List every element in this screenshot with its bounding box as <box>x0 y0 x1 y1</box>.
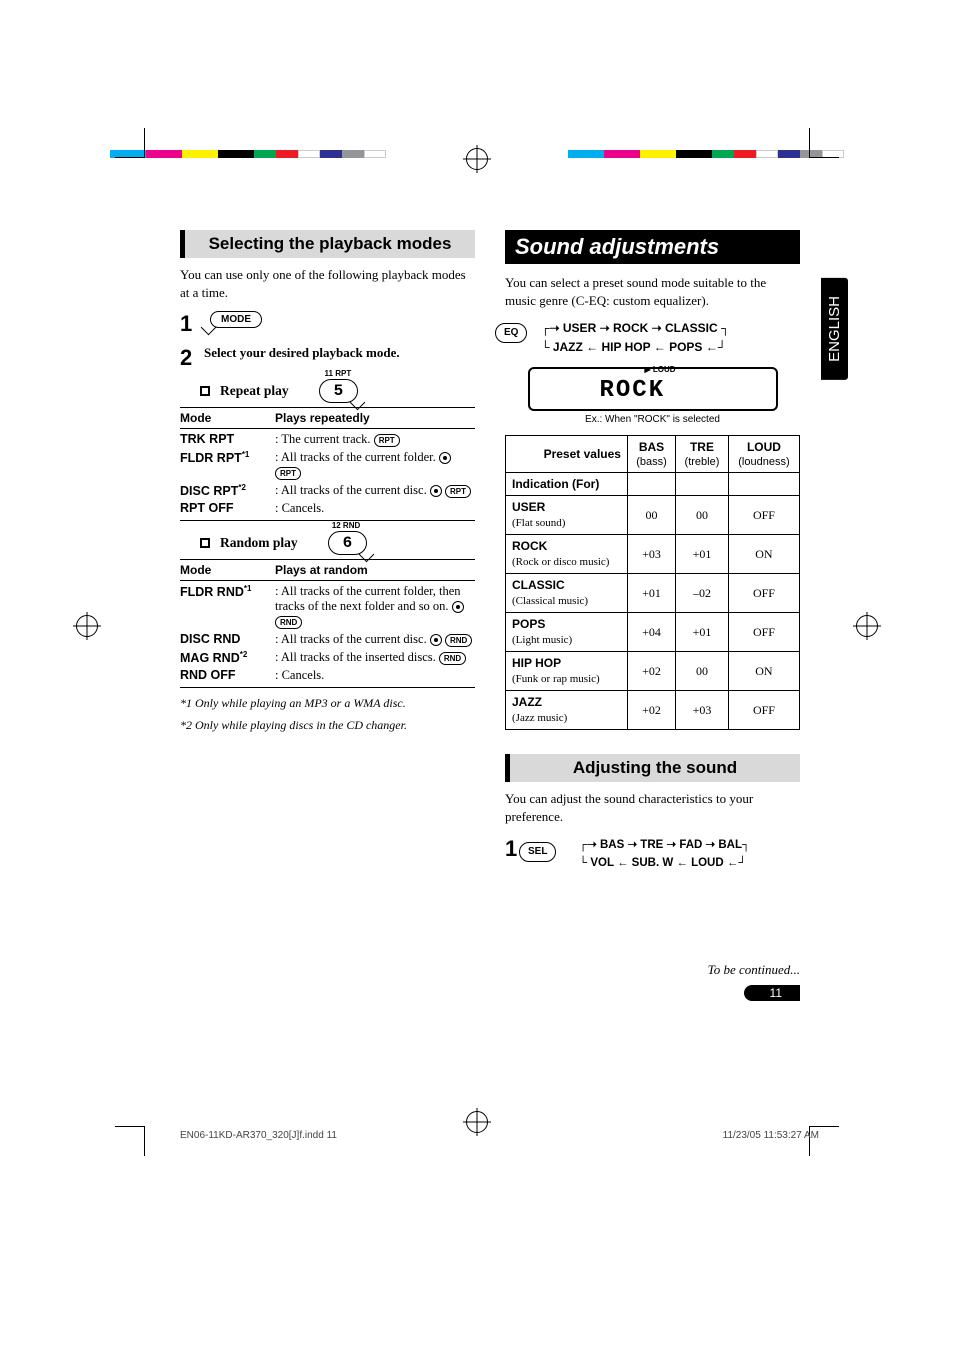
footnote: *1 Only while playing an MP3 or a WMA di… <box>180 696 475 712</box>
table-header: Preset values <box>506 436 628 473</box>
disc-icon <box>430 485 442 497</box>
continued-text: To be continued... <box>505 962 800 978</box>
disc-icon <box>430 634 442 646</box>
table-row: POPS(Light music)+04+01OFF <box>506 613 800 652</box>
table-row: TRK RPT: The current track. RPT <box>180 432 475 447</box>
left-column: Selecting the playback modes You can use… <box>180 230 475 1002</box>
col-header: Plays at random <box>275 560 475 580</box>
eq-button: EQ <box>495 323 527 343</box>
display-caption: Ex.: When "ROCK" is selected <box>505 414 800 425</box>
intro-text: You can select a preset sound mode suita… <box>505 274 800 309</box>
footer-filename: EN06-11KD-AR370_320[J]f.indd 11 <box>180 1130 337 1141</box>
col-header: Plays repeatedly <box>275 408 475 428</box>
registration-mark-icon <box>466 148 488 170</box>
registration-mark-icon <box>856 615 878 637</box>
footnote: *2 Only while playing discs in the CD ch… <box>180 718 475 734</box>
bullet-icon <box>200 386 210 396</box>
col-header: Mode <box>180 560 275 580</box>
table-header: Indication (For) <box>506 473 628 496</box>
sel-button: SEL <box>519 842 556 862</box>
rnd-pill: RND <box>445 634 472 647</box>
page-footer: EN06-11KD-AR370_320[J]f.indd 11 11/23/05… <box>180 1130 819 1141</box>
right-column: Sound adjustments You can select a prese… <box>505 230 800 1002</box>
rpt-pill: RPT <box>445 485 471 498</box>
rnd-pill: RND <box>439 652 466 665</box>
table-row: RPT OFF: Cancels. <box>180 501 475 516</box>
display-text: ROCK <box>600 377 666 404</box>
rpt-pill: RPT <box>275 467 301 480</box>
intro-text: You can use only one of the following pl… <box>180 266 475 301</box>
table-row: FLDR RPT*1: All tracks of the current fo… <box>180 450 475 480</box>
lcd-display-icon: 12 RND 6 <box>328 531 368 555</box>
table-header: TRE(treble) <box>676 436 729 473</box>
table-row: DISC RPT*2: All tracks of the current di… <box>180 483 475 498</box>
crop-corner <box>115 128 145 158</box>
sel-flow-diagram: SEL ┌➝ BAS ➝ TRE ➝ FAD ➝ BAL┐ └ VOL ← SU… <box>579 836 750 873</box>
language-tab: ENGLISH <box>821 278 848 380</box>
lcd-display-icon: 11 RPT 5 <box>319 379 359 403</box>
intro-text: You can adjust the sound characteristics… <box>505 790 800 825</box>
table-header: BAS(bass) <box>627 436 675 473</box>
step-number: 1 <box>180 311 200 337</box>
table-row: CLASSIC(Classical music)+01–02OFF <box>506 574 800 613</box>
table-row: USER(Flat sound)0000OFF <box>506 496 800 535</box>
disc-icon <box>452 601 464 613</box>
table-row: MAG RND*2: All tracks of the inserted di… <box>180 650 475 665</box>
crop-corner <box>809 128 839 158</box>
subheading: Repeat play <box>220 383 289 399</box>
disc-icon <box>439 452 451 464</box>
registration-mark-icon <box>76 615 98 637</box>
page-content: ENGLISH Selecting the playback modes You… <box>180 230 800 1002</box>
eq-flow-diagram: EQ ┌➝ USER ➝ ROCK ➝ CLASSIC ┐ └ JAZZ ← H… <box>541 319 800 357</box>
step-text: Select your desired playback mode. <box>204 345 400 361</box>
rnd-pill: RND <box>275 616 302 629</box>
page-number: 11 <box>505 984 800 1002</box>
table-row: ROCK(Rock or disco music)+03+01ON <box>506 535 800 574</box>
table-row: JAZZ(Jazz music)+02+03OFF <box>506 691 800 730</box>
crop-corner <box>115 1126 145 1156</box>
table-row: RND OFF: Cancels. <box>180 668 475 683</box>
step-number: 2 <box>180 345 200 371</box>
preset-table: Preset values BAS(bass) TRE(treble) LOUD… <box>505 435 800 730</box>
loud-indicator: ▶ LOUD <box>645 365 676 374</box>
section-heading: Selecting the playback modes <box>180 230 475 258</box>
panel-title: Sound adjustments <box>505 230 800 264</box>
subheading: Random play <box>220 535 298 551</box>
lcd-display: ▶ LOUD ROCK <box>528 367 778 411</box>
col-header: Mode <box>180 408 275 428</box>
bullet-icon <box>200 538 210 548</box>
table-row: DISC RND: All tracks of the current disc… <box>180 632 475 647</box>
table-row: HIP HOP(Funk or rap music)+0200ON <box>506 652 800 691</box>
mode-button: MODE <box>210 311 262 328</box>
table-row: FLDR RND*1: All tracks of the current fo… <box>180 584 475 629</box>
table-header: LOUD(loudness) <box>728 436 799 473</box>
footer-timestamp: 11/23/05 11:53:27 AM <box>723 1130 819 1141</box>
rpt-pill: RPT <box>374 434 400 447</box>
section-heading: Adjusting the sound <box>505 754 800 782</box>
